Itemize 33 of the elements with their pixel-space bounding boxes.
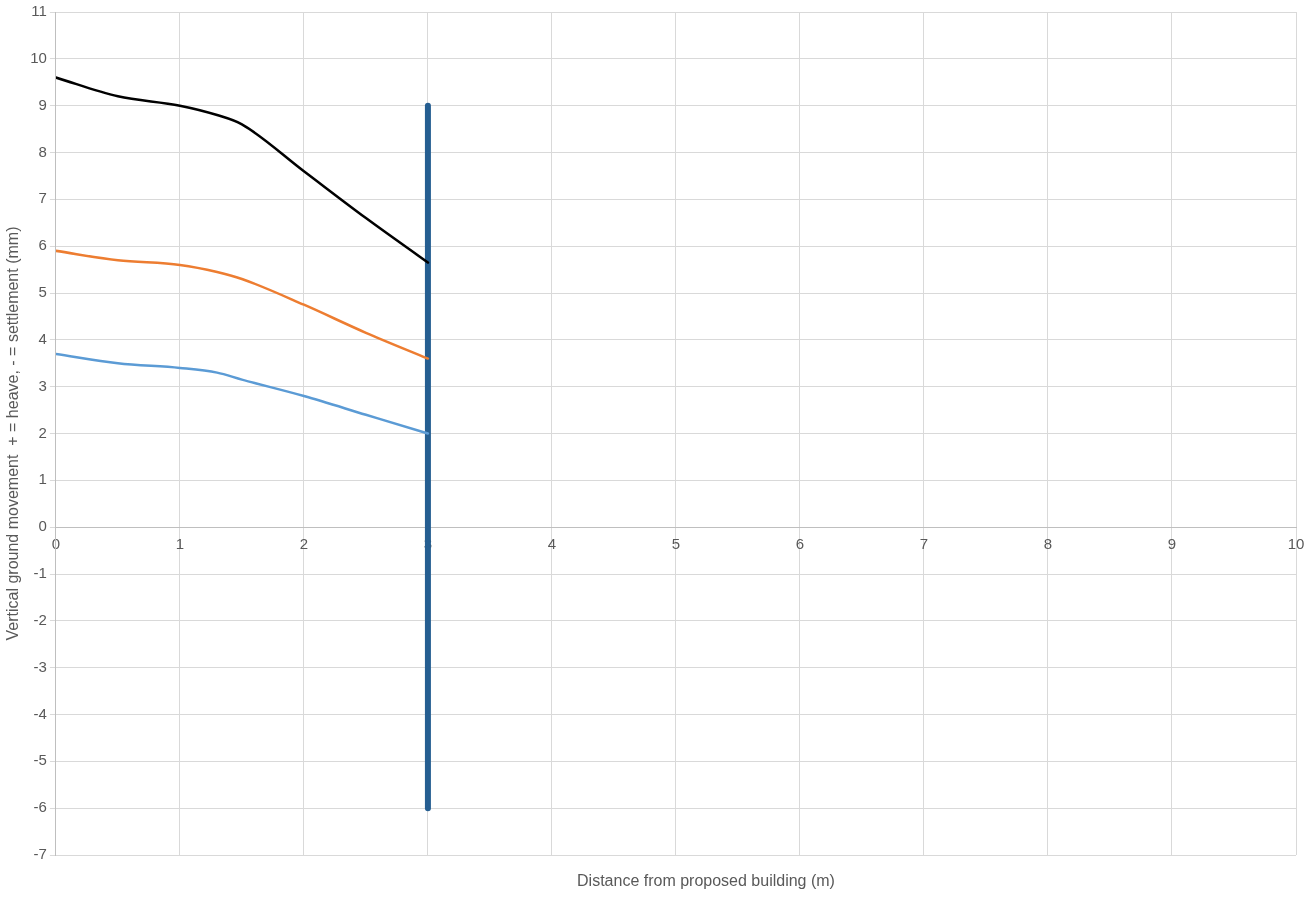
- y-tick-label: 0: [38, 517, 47, 535]
- y-tick-label: 2: [38, 423, 47, 441]
- y-tick-label: 5: [38, 283, 47, 301]
- y-tick-label: 1: [38, 470, 47, 488]
- y-tick-label: 7: [38, 189, 47, 207]
- y-tick-label: 11: [31, 2, 47, 20]
- x-tick-label: 7: [919, 535, 929, 553]
- y-tick-label: 10: [30, 48, 47, 66]
- y-tick-label: 9: [38, 95, 47, 113]
- y-tick-label: -7: [33, 845, 47, 863]
- line-series: [55, 249, 430, 360]
- x-tick-label: 2: [299, 535, 309, 553]
- x-tick-label: 1: [175, 535, 185, 553]
- line-series: [55, 352, 430, 435]
- x-tick-label: 6: [795, 535, 805, 553]
- y-tick-label: -4: [33, 704, 47, 722]
- y-tick-label: 8: [38, 142, 47, 160]
- x-tick-label: 10: [1287, 535, 1305, 553]
- x-tick-label: 4: [547, 535, 557, 553]
- y-tick-label: -5: [33, 751, 47, 769]
- line-series: [55, 76, 430, 264]
- x-tick-label: 8: [1043, 535, 1053, 553]
- y-tick-label: -2: [33, 610, 47, 628]
- y-tick-label: 6: [38, 236, 47, 254]
- x-tick-label: 5: [671, 535, 681, 553]
- x-tick-label: 9: [1167, 535, 1177, 553]
- x-axis-title: Distance from proposed building (m): [576, 872, 836, 890]
- y-tick-label: -1: [33, 564, 47, 582]
- y-tick-label: -6: [33, 798, 47, 816]
- y-tick-label: 4: [38, 329, 47, 347]
- y-tick-label: 3: [38, 376, 47, 394]
- y-tick-label: -3: [33, 657, 47, 675]
- y-axis-title: Vertical ground movement + = heave, - = settlement (mm): [4, 226, 22, 641]
